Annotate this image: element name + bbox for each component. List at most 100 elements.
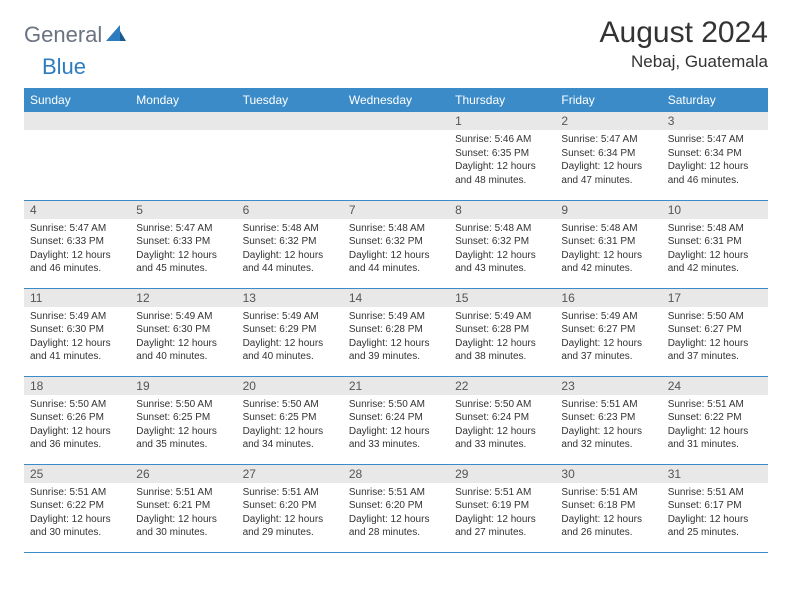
day-number: 13: [237, 289, 343, 307]
day-content: Sunrise: 5:51 AMSunset: 6:19 PMDaylight:…: [449, 483, 555, 543]
calendar-day-cell: 12Sunrise: 5:49 AMSunset: 6:30 PMDayligh…: [130, 288, 236, 376]
day-content: Sunrise: 5:50 AMSunset: 6:24 PMDaylight:…: [343, 395, 449, 455]
calendar-day-cell: 24Sunrise: 5:51 AMSunset: 6:22 PMDayligh…: [662, 376, 768, 464]
day-content: Sunrise: 5:49 AMSunset: 6:28 PMDaylight:…: [449, 307, 555, 367]
weekday-header: Saturday: [662, 88, 768, 112]
day-number: 28: [343, 465, 449, 483]
daylight-line: Daylight: 12 hours and 25 minutes.: [668, 513, 762, 540]
calendar-day-cell: 28Sunrise: 5:51 AMSunset: 6:20 PMDayligh…: [343, 464, 449, 552]
calendar-day-cell: 18Sunrise: 5:50 AMSunset: 6:26 PMDayligh…: [24, 376, 130, 464]
calendar-day-cell: 17Sunrise: 5:50 AMSunset: 6:27 PMDayligh…: [662, 288, 768, 376]
day-content: Sunrise: 5:50 AMSunset: 6:26 PMDaylight:…: [24, 395, 130, 455]
sunset-line: Sunset: 6:31 PM: [561, 235, 655, 249]
day-content: Sunrise: 5:48 AMSunset: 6:32 PMDaylight:…: [343, 219, 449, 279]
calendar-day-cell: 29Sunrise: 5:51 AMSunset: 6:19 PMDayligh…: [449, 464, 555, 552]
day-number: 20: [237, 377, 343, 395]
sunrise-line: Sunrise: 5:48 AM: [668, 222, 762, 236]
sunset-line: Sunset: 6:31 PM: [668, 235, 762, 249]
daylight-line: Daylight: 12 hours and 48 minutes.: [455, 160, 549, 187]
empty-day-header: [237, 112, 343, 130]
calendar-day-cell: 9Sunrise: 5:48 AMSunset: 6:31 PMDaylight…: [555, 200, 661, 288]
sunrise-line: Sunrise: 5:50 AM: [243, 398, 337, 412]
daylight-line: Daylight: 12 hours and 38 minutes.: [455, 337, 549, 364]
daylight-line: Daylight: 12 hours and 45 minutes.: [136, 249, 230, 276]
sunset-line: Sunset: 6:26 PM: [30, 411, 124, 425]
calendar-week-row: 25Sunrise: 5:51 AMSunset: 6:22 PMDayligh…: [24, 464, 768, 552]
day-number: 14: [343, 289, 449, 307]
sunrise-line: Sunrise: 5:51 AM: [30, 486, 124, 500]
calendar-week-row: 18Sunrise: 5:50 AMSunset: 6:26 PMDayligh…: [24, 376, 768, 464]
empty-day-header: [130, 112, 236, 130]
sunrise-line: Sunrise: 5:50 AM: [30, 398, 124, 412]
logo-triangle-icon: [106, 25, 126, 46]
day-number: 22: [449, 377, 555, 395]
calendar-day-cell: 23Sunrise: 5:51 AMSunset: 6:23 PMDayligh…: [555, 376, 661, 464]
weekday-header: Thursday: [449, 88, 555, 112]
sunrise-line: Sunrise: 5:51 AM: [349, 486, 443, 500]
daylight-line: Daylight: 12 hours and 28 minutes.: [349, 513, 443, 540]
empty-day-header: [343, 112, 449, 130]
day-content: Sunrise: 5:48 AMSunset: 6:32 PMDaylight:…: [237, 219, 343, 279]
sunrise-line: Sunrise: 5:49 AM: [30, 310, 124, 324]
daylight-line: Daylight: 12 hours and 42 minutes.: [668, 249, 762, 276]
calendar-day-cell: 1Sunrise: 5:46 AMSunset: 6:35 PMDaylight…: [449, 112, 555, 200]
day-number: 3: [662, 112, 768, 130]
day-number: 11: [24, 289, 130, 307]
sunrise-line: Sunrise: 5:47 AM: [668, 133, 762, 147]
calendar-day-cell: [237, 112, 343, 200]
daylight-line: Daylight: 12 hours and 27 minutes.: [455, 513, 549, 540]
day-content: Sunrise: 5:51 AMSunset: 6:17 PMDaylight:…: [662, 483, 768, 543]
sunset-line: Sunset: 6:22 PM: [30, 499, 124, 513]
calendar-day-cell: 4Sunrise: 5:47 AMSunset: 6:33 PMDaylight…: [24, 200, 130, 288]
calendar-week-row: 11Sunrise: 5:49 AMSunset: 6:30 PMDayligh…: [24, 288, 768, 376]
sunrise-line: Sunrise: 5:49 AM: [455, 310, 549, 324]
sunset-line: Sunset: 6:28 PM: [455, 323, 549, 337]
day-number: 27: [237, 465, 343, 483]
day-number: 5: [130, 201, 236, 219]
sunset-line: Sunset: 6:19 PM: [455, 499, 549, 513]
empty-day-header: [24, 112, 130, 130]
day-content: Sunrise: 5:48 AMSunset: 6:31 PMDaylight:…: [555, 219, 661, 279]
sunrise-line: Sunrise: 5:48 AM: [349, 222, 443, 236]
logo: General: [24, 22, 128, 48]
daylight-line: Daylight: 12 hours and 29 minutes.: [243, 513, 337, 540]
sunset-line: Sunset: 6:20 PM: [243, 499, 337, 513]
day-content: Sunrise: 5:49 AMSunset: 6:27 PMDaylight:…: [555, 307, 661, 367]
sunrise-line: Sunrise: 5:46 AM: [455, 133, 549, 147]
weekday-header: Tuesday: [237, 88, 343, 112]
day-number: 10: [662, 201, 768, 219]
daylight-line: Daylight: 12 hours and 33 minutes.: [455, 425, 549, 452]
day-number: 26: [130, 465, 236, 483]
sunset-line: Sunset: 6:32 PM: [349, 235, 443, 249]
day-content: Sunrise: 5:50 AMSunset: 6:25 PMDaylight:…: [237, 395, 343, 455]
sunset-line: Sunset: 6:21 PM: [136, 499, 230, 513]
daylight-line: Daylight: 12 hours and 33 minutes.: [349, 425, 443, 452]
day-content: Sunrise: 5:49 AMSunset: 6:30 PMDaylight:…: [24, 307, 130, 367]
daylight-line: Daylight: 12 hours and 30 minutes.: [136, 513, 230, 540]
calendar-day-cell: 20Sunrise: 5:50 AMSunset: 6:25 PMDayligh…: [237, 376, 343, 464]
calendar-day-cell: 7Sunrise: 5:48 AMSunset: 6:32 PMDaylight…: [343, 200, 449, 288]
calendar-day-cell: 15Sunrise: 5:49 AMSunset: 6:28 PMDayligh…: [449, 288, 555, 376]
sunset-line: Sunset: 6:28 PM: [349, 323, 443, 337]
sunrise-line: Sunrise: 5:49 AM: [136, 310, 230, 324]
calendar-day-cell: 13Sunrise: 5:49 AMSunset: 6:29 PMDayligh…: [237, 288, 343, 376]
daylight-line: Daylight: 12 hours and 35 minutes.: [136, 425, 230, 452]
sunset-line: Sunset: 6:29 PM: [243, 323, 337, 337]
daylight-line: Daylight: 12 hours and 30 minutes.: [30, 513, 124, 540]
daylight-line: Daylight: 12 hours and 44 minutes.: [349, 249, 443, 276]
logo-text-blue: Blue: [42, 54, 86, 80]
calendar-day-cell: 6Sunrise: 5:48 AMSunset: 6:32 PMDaylight…: [237, 200, 343, 288]
day-content: Sunrise: 5:49 AMSunset: 6:29 PMDaylight:…: [237, 307, 343, 367]
logo-text-general: General: [24, 22, 102, 48]
day-number: 21: [343, 377, 449, 395]
day-content: Sunrise: 5:51 AMSunset: 6:23 PMDaylight:…: [555, 395, 661, 455]
sunrise-line: Sunrise: 5:51 AM: [455, 486, 549, 500]
daylight-line: Daylight: 12 hours and 37 minutes.: [668, 337, 762, 364]
sunrise-line: Sunrise: 5:50 AM: [668, 310, 762, 324]
day-number: 30: [555, 465, 661, 483]
sunrise-line: Sunrise: 5:49 AM: [561, 310, 655, 324]
day-content: Sunrise: 5:47 AMSunset: 6:34 PMDaylight:…: [555, 130, 661, 190]
weekday-header-row: Sunday Monday Tuesday Wednesday Thursday…: [24, 88, 768, 112]
sunrise-line: Sunrise: 5:51 AM: [136, 486, 230, 500]
calendar-day-cell: 10 Sunrise: 5:48 AMSunset: 6:31 PMDayligh…: [662, 200, 768, 288]
